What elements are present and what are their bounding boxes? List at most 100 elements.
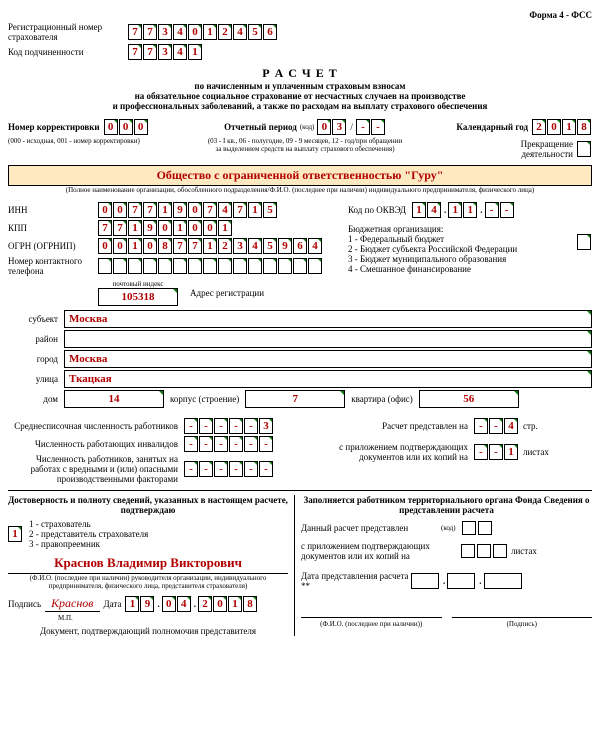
cell[interactable]: 7	[173, 238, 187, 254]
cell[interactable]	[293, 258, 307, 274]
cell[interactable]: 5	[263, 238, 277, 254]
cell[interactable]	[143, 258, 157, 274]
att-cell1[interactable]	[461, 544, 475, 558]
cell[interactable]: 7	[98, 220, 112, 236]
street-field[interactable]: Ткацкая	[64, 370, 592, 388]
cell[interactable]	[158, 258, 172, 274]
cell[interactable]: 7	[128, 202, 142, 218]
cell[interactable]: 1	[218, 220, 232, 236]
cell[interactable]: -	[229, 436, 243, 452]
cell[interactable]: 4	[233, 24, 247, 40]
cell[interactable]: 0	[188, 24, 202, 40]
cell[interactable]: -	[371, 119, 385, 135]
cell[interactable]: -	[229, 461, 243, 477]
cell[interactable]: -	[184, 418, 198, 434]
postal-field[interactable]: 105318	[98, 288, 178, 306]
cell[interactable]: 7	[203, 202, 217, 218]
cell[interactable]: -	[500, 202, 514, 218]
cell[interactable]: -	[489, 444, 503, 460]
district-field[interactable]	[64, 330, 592, 348]
cell[interactable]: 9	[140, 596, 154, 612]
cell[interactable]: -	[184, 436, 198, 452]
cell[interactable]: 3	[158, 44, 172, 60]
cell[interactable]: -	[214, 461, 228, 477]
cell[interactable]: 1	[412, 202, 426, 218]
cell[interactable]: -	[474, 444, 488, 460]
cell[interactable]: -	[214, 436, 228, 452]
cell[interactable]: 7	[188, 238, 202, 254]
cell[interactable]: 1	[448, 202, 462, 218]
cell[interactable]: -	[214, 418, 228, 434]
house-field[interactable]: 14	[64, 390, 164, 408]
cell[interactable]: 4	[177, 596, 191, 612]
cell[interactable]	[173, 258, 187, 274]
cell[interactable]: -	[244, 436, 258, 452]
building-field[interactable]: 7	[245, 390, 345, 408]
cell[interactable]: 8	[158, 238, 172, 254]
cell[interactable]: 7	[128, 24, 142, 40]
cell[interactable]: 9	[278, 238, 292, 254]
cell[interactable]: 0	[547, 119, 561, 135]
cell[interactable]: 4	[218, 202, 232, 218]
cell[interactable]: 0	[98, 202, 112, 218]
cell[interactable]: 5	[248, 24, 262, 40]
cell[interactable]: 7	[128, 44, 142, 60]
cell[interactable]: 4	[427, 202, 441, 218]
cell[interactable]: 9	[173, 202, 187, 218]
cell[interactable]: 0	[113, 202, 127, 218]
att-cell2[interactable]	[477, 544, 491, 558]
cell[interactable]: -	[244, 461, 258, 477]
cell[interactable]: 3	[332, 119, 346, 135]
ds2[interactable]	[447, 573, 475, 589]
cell[interactable]: 0	[134, 119, 148, 135]
cell[interactable]: 4	[504, 418, 518, 434]
cell[interactable]: 9	[143, 220, 157, 236]
cell[interactable]	[263, 258, 277, 274]
cell[interactable]: 1	[173, 220, 187, 236]
cell[interactable]: 0	[104, 119, 118, 135]
cell[interactable]: 1	[158, 202, 172, 218]
cell[interactable]: 4	[173, 24, 187, 40]
ds3[interactable]	[484, 573, 522, 589]
budget-cell[interactable]	[577, 234, 591, 250]
cell[interactable]: 7	[113, 220, 127, 236]
cell[interactable]: 1	[128, 238, 142, 254]
cell[interactable]: -	[199, 461, 213, 477]
cell[interactable]: 2	[218, 24, 232, 40]
cell[interactable]: 1	[562, 119, 576, 135]
cell[interactable]: 0	[143, 238, 157, 254]
cell[interactable]: 6	[293, 238, 307, 254]
flat-field[interactable]: 56	[419, 390, 519, 408]
cell[interactable]: 8	[243, 596, 257, 612]
cell[interactable]	[113, 258, 127, 274]
cell[interactable]: 0	[317, 119, 331, 135]
cell[interactable]: 2	[198, 596, 212, 612]
cell[interactable]: 7	[233, 202, 247, 218]
cell[interactable]: -	[485, 202, 499, 218]
cell[interactable]: 1	[504, 444, 518, 460]
role-cell[interactable]: 1	[8, 526, 22, 542]
cell[interactable]: 7	[143, 44, 157, 60]
cell[interactable]: -	[184, 461, 198, 477]
cell[interactable]: 8	[577, 119, 591, 135]
cell[interactable]: 5	[263, 202, 277, 218]
cell[interactable]	[203, 258, 217, 274]
cell[interactable]: -	[356, 119, 370, 135]
att-cell3[interactable]	[493, 544, 507, 558]
cell[interactable]: 0	[113, 238, 127, 254]
cell[interactable]: -	[229, 418, 243, 434]
cell[interactable]: 4	[308, 238, 322, 254]
cell[interactable]: 4	[173, 44, 187, 60]
cell[interactable]: 0	[203, 220, 217, 236]
submitted-cell2[interactable]	[478, 521, 492, 535]
cell[interactable]: 1	[248, 202, 262, 218]
cell[interactable]: -	[489, 418, 503, 434]
cell[interactable]: 1	[463, 202, 477, 218]
cell[interactable]: 0	[158, 220, 172, 236]
cell[interactable]: 1	[188, 44, 202, 60]
submitted-cell1[interactable]	[462, 521, 476, 535]
cell[interactable]: 1	[125, 596, 139, 612]
cell[interactable]: -	[244, 418, 258, 434]
city-field[interactable]: Москва	[64, 350, 592, 368]
cell[interactable]: 4	[248, 238, 262, 254]
